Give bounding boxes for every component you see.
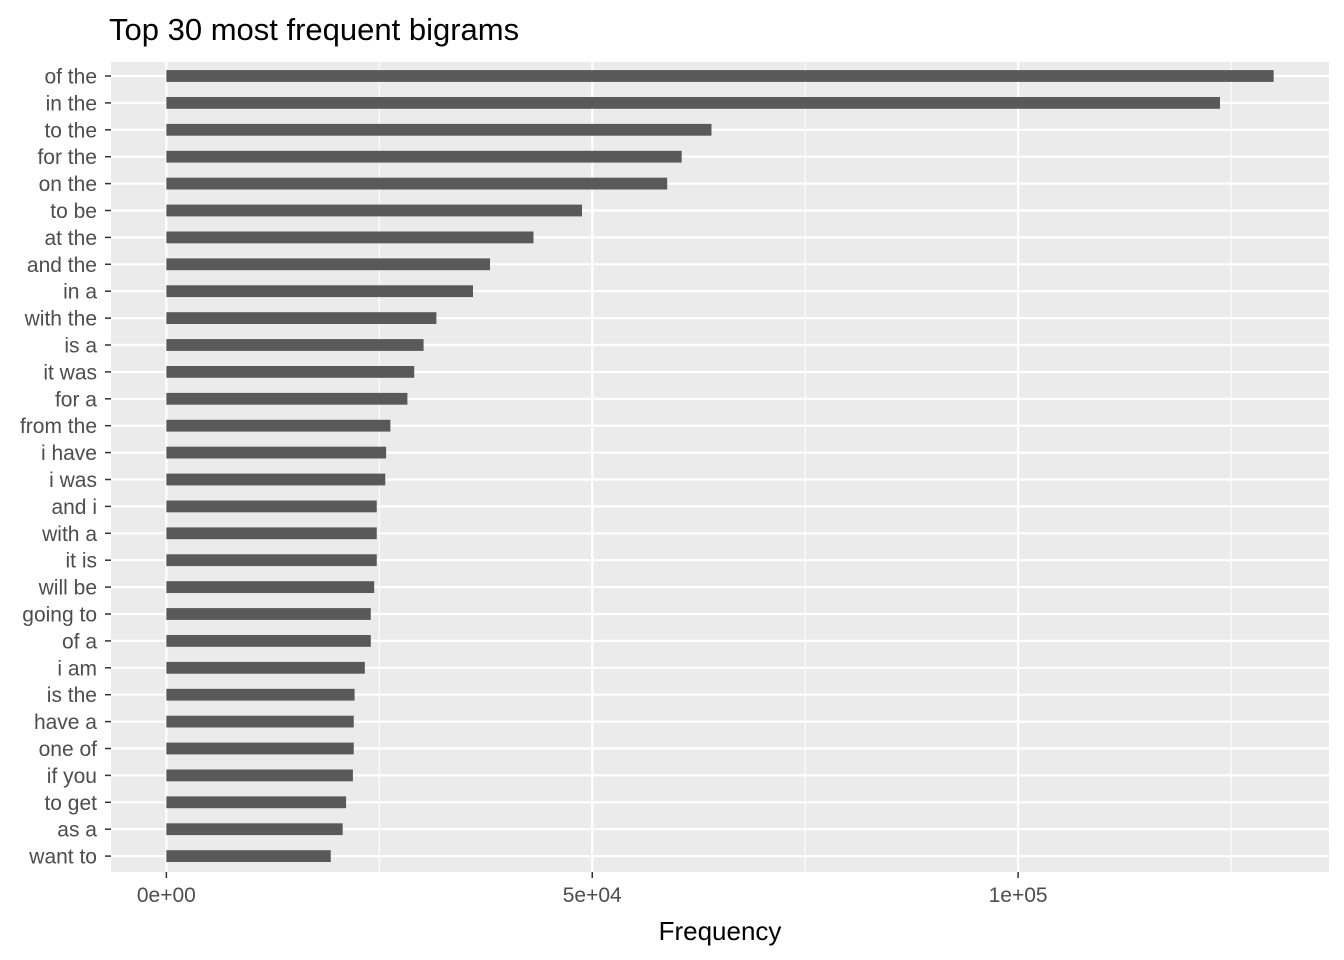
y-tick-label: in the	[46, 92, 97, 115]
bar	[166, 608, 371, 620]
bar	[166, 177, 668, 190]
bar	[166, 554, 377, 567]
y-tick-label: if you	[47, 765, 97, 788]
x-tick-label: 5e+04	[563, 884, 622, 907]
bar	[166, 97, 1220, 109]
y-axis: of the in the to the for the on the to be at t…	[20, 66, 111, 869]
bar	[166, 823, 343, 836]
chart-title: Top 30 most frequent bigrams	[109, 12, 520, 47]
bar	[166, 339, 424, 351]
bar	[166, 661, 365, 674]
bar	[166, 715, 354, 728]
bar	[166, 366, 415, 378]
y-tick-label: to the	[44, 119, 97, 142]
bar	[166, 285, 473, 298]
y-tick-label: it was	[43, 361, 97, 384]
y-tick-label: one of	[39, 738, 98, 761]
y-tick-label: with a	[41, 523, 97, 546]
bar	[166, 473, 386, 486]
x-axis: 0e+00 5e+04 1e+05	[137, 872, 1048, 907]
y-tick-label: i am	[57, 657, 97, 680]
y-tick-label: with the	[24, 308, 97, 331]
y-tick-label: in a	[63, 281, 97, 304]
bar	[166, 419, 391, 432]
y-tick-label: of the	[44, 66, 97, 89]
y-tick-label: want to	[28, 846, 97, 869]
bar	[166, 70, 1274, 82]
y-tick-label: at the	[44, 227, 97, 250]
bar	[166, 258, 491, 271]
bar	[166, 312, 437, 324]
y-tick-label: on the	[39, 173, 97, 196]
y-tick-label: i have	[41, 442, 97, 465]
bar	[166, 769, 353, 782]
y-tick-label: to get	[44, 792, 97, 815]
bar	[166, 231, 534, 244]
bar	[166, 796, 347, 809]
y-tick-label: for the	[37, 146, 97, 169]
y-tick-label: for a	[55, 388, 97, 411]
y-tick-label: and i	[51, 496, 97, 519]
bar	[166, 446, 387, 459]
bar	[166, 635, 371, 647]
bar	[166, 500, 377, 513]
bar	[166, 742, 354, 755]
y-tick-label: have a	[34, 711, 97, 734]
bar	[166, 688, 355, 701]
y-tick-label: is a	[64, 335, 97, 358]
bar	[166, 850, 331, 862]
x-axis-title: Frequency	[659, 916, 782, 946]
bar	[166, 150, 682, 163]
y-tick-label: i was	[49, 469, 97, 492]
bar	[166, 204, 583, 217]
y-tick-label: to be	[50, 200, 97, 223]
bar	[166, 581, 375, 593]
y-tick-label: as a	[57, 819, 97, 842]
plot-panel	[111, 62, 1329, 872]
x-tick-label: 0e+00	[137, 884, 196, 907]
y-tick-label: is the	[47, 684, 97, 707]
bar	[166, 123, 712, 136]
y-tick-label: from the	[20, 415, 97, 438]
bar	[166, 527, 377, 540]
y-tick-label: it is	[66, 550, 98, 573]
x-tick-label: 1e+05	[989, 884, 1048, 907]
y-tick-label: going to	[22, 604, 97, 627]
bar	[166, 392, 408, 405]
y-tick-label: will be	[38, 577, 97, 600]
bars	[166, 70, 1274, 862]
y-tick-label: and the	[27, 254, 97, 277]
y-tick-label: of a	[62, 630, 97, 653]
